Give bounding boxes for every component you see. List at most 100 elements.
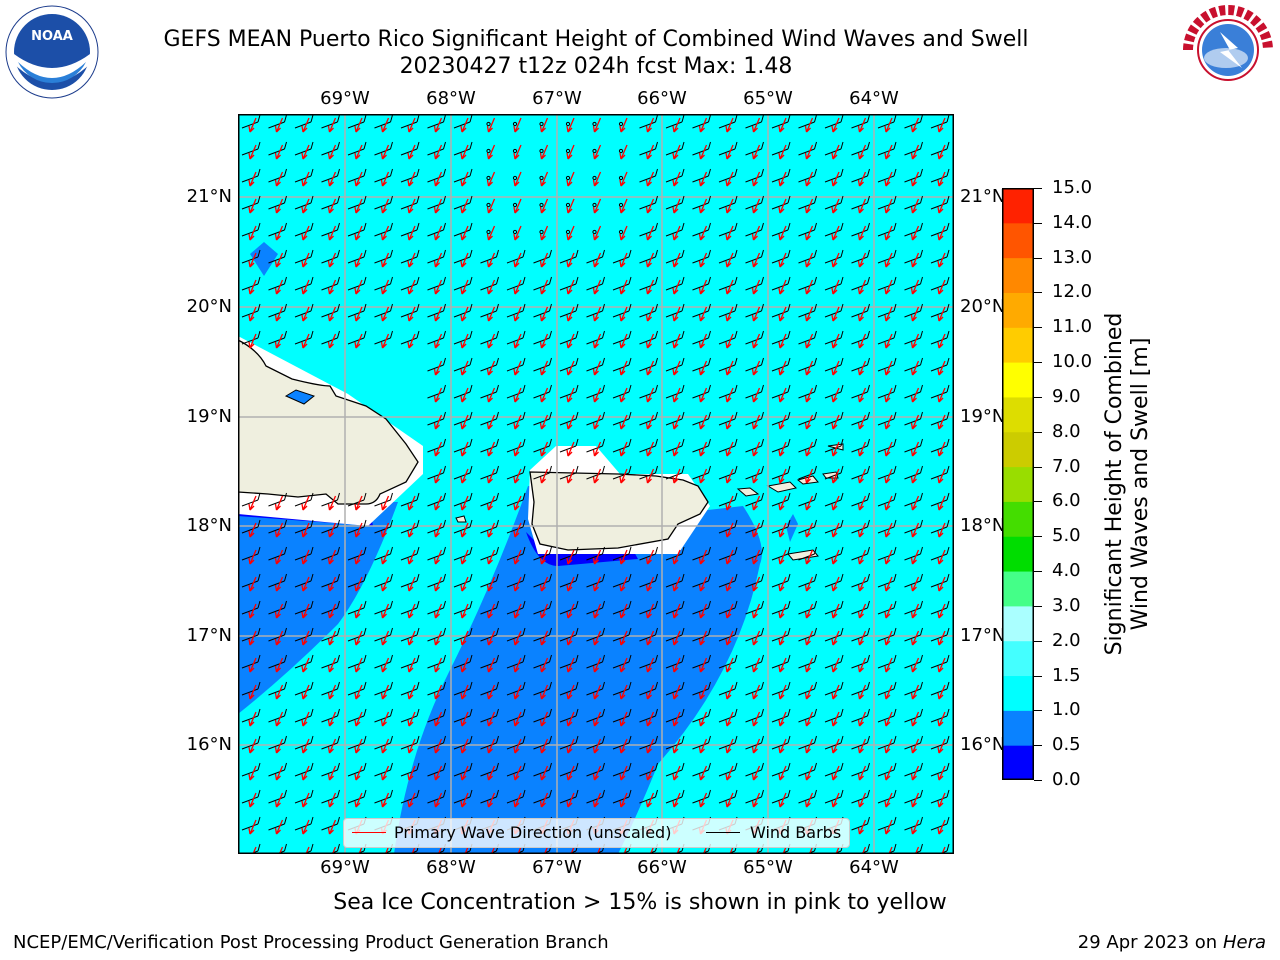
wave-direction-arrow bbox=[725, 117, 734, 133]
wave-direction-arrow bbox=[725, 468, 734, 484]
wave-direction-arrow bbox=[645, 468, 655, 484]
wave-direction-arrow bbox=[857, 414, 867, 430]
wind-barb bbox=[612, 276, 632, 291]
wave-direction-arrow bbox=[407, 198, 416, 214]
wind-barb bbox=[851, 195, 870, 210]
wind-barb bbox=[930, 303, 950, 318]
wave-direction-arrow bbox=[831, 792, 840, 808]
wave-direction-arrow bbox=[513, 360, 522, 376]
wave-direction-arrow bbox=[937, 819, 946, 835]
lat-label: 16°N bbox=[186, 734, 232, 755]
wave-direction-arrow bbox=[566, 225, 575, 241]
wind-barb bbox=[692, 330, 711, 345]
wind-barb bbox=[453, 654, 473, 669]
wave-direction-arrow bbox=[301, 549, 310, 565]
colorbar-segment bbox=[1002, 605, 1034, 642]
wind-barb bbox=[506, 249, 526, 264]
wind-barb bbox=[718, 492, 738, 507]
wave-direction-arrow bbox=[645, 711, 655, 727]
wind-barb-calm bbox=[539, 229, 544, 235]
colorbar-segment bbox=[1002, 188, 1034, 224]
wave-direction-arrow bbox=[645, 144, 655, 160]
wave-direction-arrow bbox=[354, 549, 363, 565]
wave-direction-arrow bbox=[937, 576, 946, 592]
wave-direction-arrow bbox=[672, 630, 681, 646]
wind-barb-calm bbox=[512, 148, 518, 154]
wave-direction-arrow bbox=[460, 522, 469, 538]
wave-direction-arrow bbox=[539, 171, 549, 187]
wave-direction-arrow bbox=[539, 549, 549, 565]
wind-barb bbox=[586, 384, 605, 399]
colorbar-tick bbox=[1034, 222, 1042, 224]
wave-direction-arrow bbox=[460, 387, 469, 403]
wind-barb bbox=[453, 519, 473, 534]
wind-barb bbox=[480, 303, 499, 318]
wave-direction-arrow bbox=[910, 414, 920, 430]
wind-barb bbox=[453, 546, 473, 561]
wave-direction-arrow bbox=[804, 144, 814, 160]
wave-direction-arrow bbox=[910, 549, 920, 565]
wind-barb bbox=[692, 303, 711, 318]
wind-barb-calm bbox=[565, 121, 571, 127]
wind-barb bbox=[586, 627, 605, 642]
wind-barb bbox=[374, 735, 393, 750]
wind-barb bbox=[639, 627, 658, 642]
wave-direction-arrow bbox=[645, 306, 655, 322]
wind-barb bbox=[453, 789, 473, 804]
wind-barb bbox=[294, 492, 314, 507]
wind-barb bbox=[480, 708, 499, 723]
wind-barb bbox=[506, 681, 526, 696]
wind-barb bbox=[771, 654, 791, 669]
wave-direction-arrow bbox=[354, 630, 363, 646]
wave-direction-arrow bbox=[910, 333, 920, 349]
wave-direction-arrow bbox=[831, 549, 840, 565]
wind-barb bbox=[851, 168, 870, 183]
wind-barb bbox=[268, 816, 287, 831]
wave-direction-arrow bbox=[698, 603, 708, 619]
wind-barb bbox=[851, 249, 870, 264]
wind-barb bbox=[559, 357, 579, 372]
wave-direction-arrow bbox=[831, 657, 840, 673]
wind-barb bbox=[904, 195, 923, 210]
wave-direction-arrow bbox=[672, 360, 681, 376]
wind-barb bbox=[718, 600, 738, 615]
wind-barb bbox=[718, 573, 738, 588]
wave-direction-arrow bbox=[778, 576, 787, 592]
wind-barb bbox=[718, 735, 738, 750]
wind-barb bbox=[877, 492, 897, 507]
wave-direction-arrow bbox=[804, 711, 814, 727]
wave-direction-arrow bbox=[884, 792, 893, 808]
wind-barb bbox=[877, 168, 897, 183]
wind-barb bbox=[374, 492, 393, 507]
wave-direction-arrow bbox=[274, 819, 284, 835]
wave-direction-arrow bbox=[486, 387, 496, 403]
wave-direction-arrow bbox=[937, 441, 946, 457]
wind-barb bbox=[771, 546, 791, 561]
land-mona-island bbox=[455, 515, 467, 523]
wind-barb bbox=[692, 546, 711, 561]
wind-barb bbox=[453, 627, 473, 642]
wind-barb bbox=[718, 303, 738, 318]
wind-barb bbox=[612, 438, 632, 453]
wave-direction-arrow bbox=[937, 333, 946, 349]
wave-direction-arrow bbox=[857, 360, 867, 376]
wave-direction-arrow bbox=[751, 252, 761, 268]
wind-barb bbox=[533, 681, 552, 696]
wind-barb bbox=[824, 222, 844, 237]
wave-direction-arrow bbox=[278, 846, 284, 854]
wave-direction-arrow bbox=[725, 441, 734, 457]
wave-direction-arrow bbox=[513, 144, 522, 160]
wind-barb bbox=[533, 249, 552, 264]
wave-direction-arrow bbox=[486, 360, 496, 376]
wind-barb bbox=[665, 654, 685, 669]
wave-direction-arrow bbox=[596, 846, 602, 854]
wave-direction-arrow bbox=[354, 522, 363, 538]
wind-barb bbox=[798, 384, 817, 399]
wave-direction-arrow bbox=[857, 441, 867, 457]
wave-direction-arrow bbox=[645, 630, 655, 646]
wave-direction-arrow bbox=[619, 306, 628, 322]
wave-direction-arrow bbox=[354, 171, 363, 187]
wind-barb bbox=[533, 708, 552, 723]
wave-direction-arrow bbox=[539, 117, 549, 133]
colorbar-segment bbox=[1002, 222, 1034, 259]
